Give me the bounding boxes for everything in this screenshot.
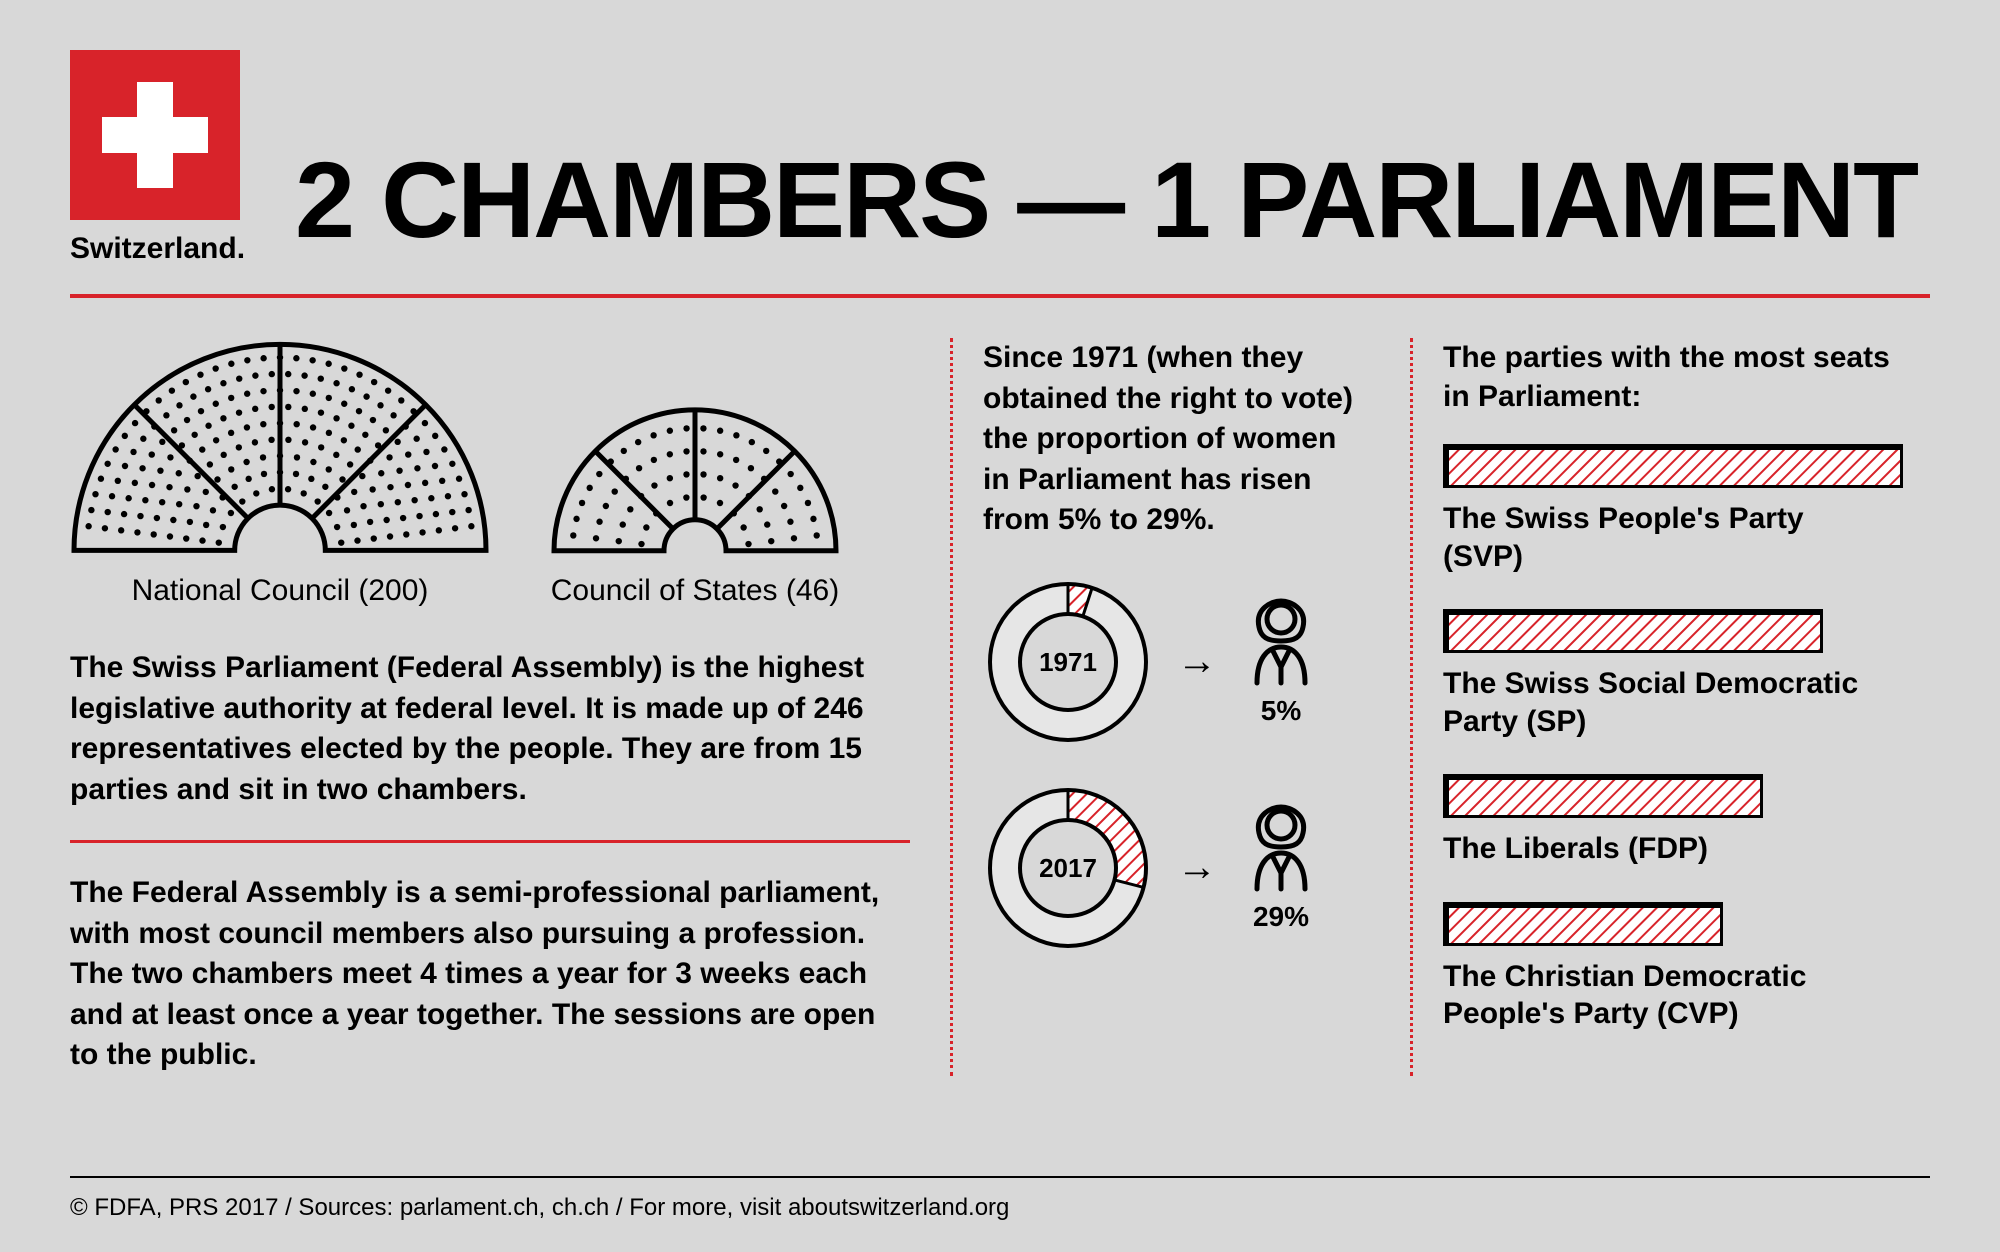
donut-chart: 1971 bbox=[983, 577, 1153, 747]
hemicycle-icon bbox=[550, 406, 840, 557]
party-item: The Swiss Social Democratic Party (SP) bbox=[1443, 609, 1890, 740]
paragraph: The Federal Assembly is a semi-professio… bbox=[70, 873, 910, 1076]
donut-row-1971: 1971 → 5% bbox=[983, 577, 1370, 747]
arrow-icon: → bbox=[1177, 639, 1217, 684]
svg-text:2017: 2017 bbox=[1039, 853, 1097, 883]
page-title: 2 CHAMBERS — 1 PARLIAMENT bbox=[295, 146, 1917, 254]
party-name: The Swiss Social Democratic Party (SP) bbox=[1443, 665, 1890, 740]
party-bar bbox=[1443, 444, 1903, 488]
party-name: The Christian Democratic People's Party … bbox=[1443, 958, 1890, 1033]
hemicycle-label: Council of States (46) bbox=[550, 574, 840, 608]
arrow-icon: → bbox=[1177, 845, 1217, 890]
content: National Council (200) Council of States… bbox=[70, 338, 1930, 1076]
party-item: The Liberals (FDP) bbox=[1443, 774, 1890, 868]
party-bar bbox=[1443, 774, 1763, 818]
flag-block: Switzerland. bbox=[70, 50, 245, 266]
hemicycle-council-of-states: Council of States (46) bbox=[550, 406, 840, 609]
column-chambers: National Council (200) Council of States… bbox=[70, 338, 950, 1076]
party-item: The Christian Democratic People's Party … bbox=[1443, 902, 1890, 1033]
flag-label: Switzerland. bbox=[70, 232, 245, 266]
party-name: The Swiss People's Party (SVP) bbox=[1443, 500, 1890, 575]
svg-text:1971: 1971 bbox=[1039, 647, 1097, 677]
divider bbox=[70, 840, 910, 843]
parties-heading: The parties with the most seats in Parli… bbox=[1443, 338, 1890, 416]
party-name: The Liberals (FDP) bbox=[1443, 830, 1890, 868]
woman-icon bbox=[1241, 597, 1321, 687]
percentage-label: 29% bbox=[1253, 901, 1309, 933]
footer: © FDFA, PRS 2017 / Sources: parlament.ch… bbox=[70, 1176, 1930, 1222]
hemicycle-icon bbox=[70, 338, 490, 556]
woman-stat: 29% bbox=[1241, 803, 1321, 933]
hemicycle-row: National Council (200) Council of States… bbox=[70, 338, 910, 608]
column-women: Since 1971 (when they obtained the right… bbox=[950, 338, 1410, 1076]
swiss-flag-icon bbox=[70, 50, 240, 220]
divider bbox=[70, 294, 1930, 298]
header: Switzerland. 2 CHAMBERS — 1 PARLIAMENT bbox=[70, 50, 1930, 266]
hemicycle-label: National Council (200) bbox=[70, 574, 490, 608]
percentage-label: 5% bbox=[1261, 695, 1301, 727]
paragraph: Since 1971 (when they obtained the right… bbox=[983, 338, 1370, 541]
woman-icon bbox=[1241, 803, 1321, 893]
donut-row-2017: 2017 → 29% bbox=[983, 783, 1370, 953]
donut-chart: 2017 bbox=[983, 783, 1153, 953]
woman-stat: 5% bbox=[1241, 597, 1321, 727]
hemicycle-national-council: National Council (200) bbox=[70, 338, 490, 608]
party-item: The Swiss People's Party (SVP) bbox=[1443, 444, 1890, 575]
party-bar bbox=[1443, 609, 1823, 653]
paragraph: The Swiss Parliament (Federal Assembly) … bbox=[70, 648, 910, 810]
column-parties: The parties with the most seats in Parli… bbox=[1410, 338, 1930, 1076]
party-bar bbox=[1443, 902, 1723, 946]
